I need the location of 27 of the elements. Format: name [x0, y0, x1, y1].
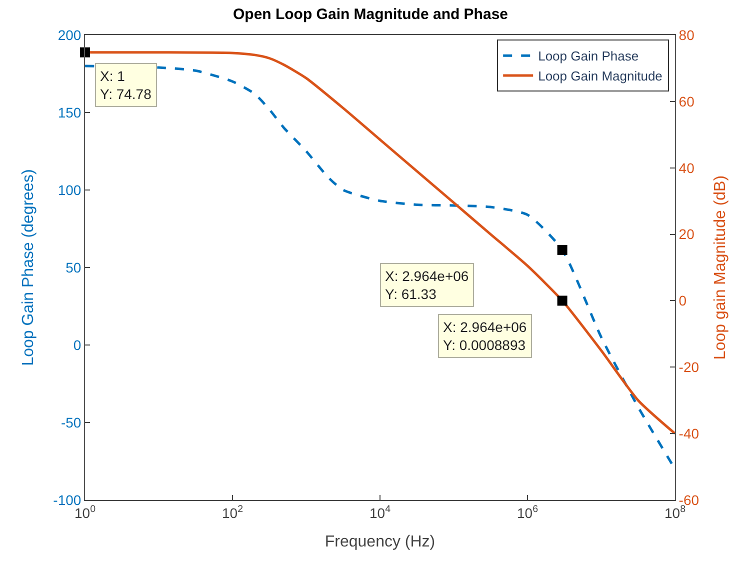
x-tick-label: 10$^{8}$ [664, 504, 686, 521]
y-tick-label: -100 [53, 492, 82, 508]
chart-title: Open Loop Gain Magnitude and Phase [232, 6, 508, 23]
y-tick-label: 50 [66, 259, 82, 276]
y-tick-label: 100 [58, 182, 82, 198]
annotation: X: 2.964e+06 Y: 0.0008893 [443, 319, 527, 354]
y2-tick-label: 60 [678, 93, 695, 110]
y2-tick-label: -20 [678, 359, 700, 376]
legend-label: Loop Gain Magnitude [538, 68, 662, 84]
y2-tick-label: -40 [678, 425, 700, 442]
annotation: X: 1 Y: 74.78 [100, 68, 152, 102]
x-tick-label: 10$^{6}$ [516, 504, 539, 521]
y2-tick-label: 80 [678, 26, 695, 43]
y2-tick-label: 20 [678, 226, 695, 242]
x-tick-label: 10$^{2}$ [222, 504, 244, 521]
y-axis-title: Loop Gain Phase (degrees) [20, 169, 38, 366]
annotation: X: 2.964e+06 Y: 61.33 [385, 268, 469, 302]
y-tick-label: -50 [60, 414, 82, 430]
x-tick-label: 10$^{4}$ [369, 504, 392, 521]
y-tick-label: 150 [58, 104, 82, 120]
x-axis-title: Frequency (Hz) [324, 534, 436, 550]
y-tick-label: 200 [58, 26, 82, 43]
legend-label: Loop Gain Phase [538, 48, 639, 64]
y2-tick-label: 40 [678, 160, 695, 176]
y2-tick-label: 0 [678, 292, 687, 309]
y-tick-label: 0 [73, 336, 82, 353]
y2-axis-title: Loop gain Magnitude (dB) [712, 175, 729, 360]
